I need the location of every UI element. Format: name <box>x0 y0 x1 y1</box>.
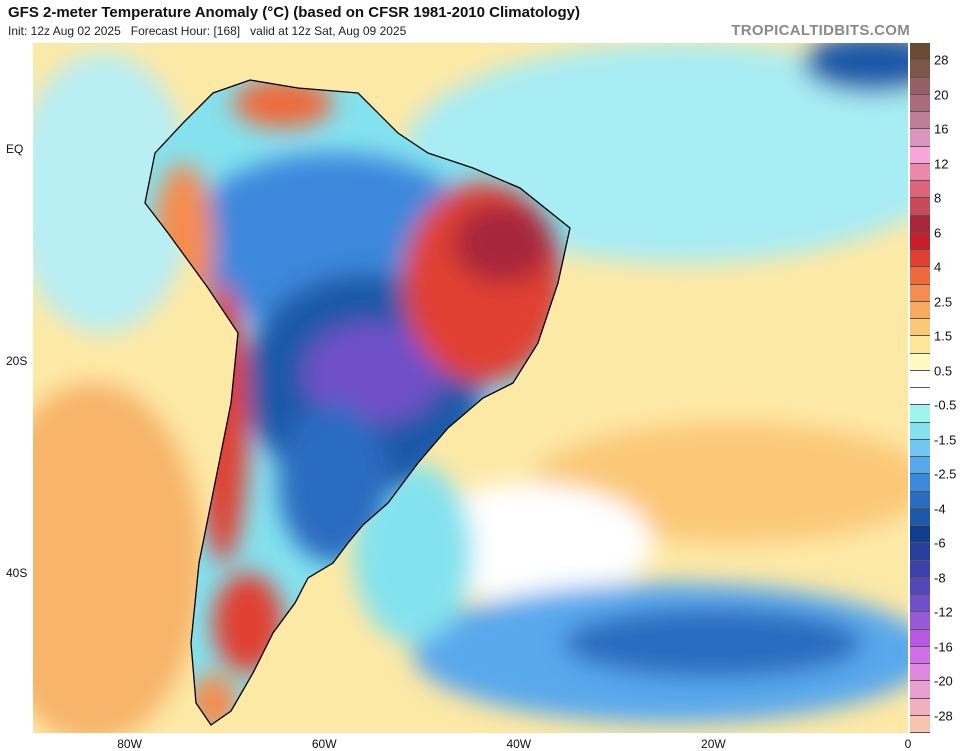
colorbar-label: -4 <box>934 501 946 517</box>
lon-tick-label: 80W <box>117 737 142 751</box>
colorbar-label: 6 <box>934 225 942 241</box>
lon-tick-label: 0 <box>904 737 912 751</box>
colorbar-swatch <box>910 215 930 233</box>
colorbar-label: 8 <box>934 190 942 206</box>
ocean-anomaly-field <box>33 43 908 733</box>
colorbar-swatch <box>910 77 930 95</box>
colorbar-swatch <box>910 43 930 61</box>
lon-tick-label: 40W <box>506 737 532 751</box>
colorbar-swatch <box>910 284 930 302</box>
colorbar-swatch <box>910 646 930 664</box>
colorbar-swatch <box>910 60 930 78</box>
watermark: TROPICALTIDBITS.COM <box>731 22 910 39</box>
colorbar-label: 16 <box>934 121 949 137</box>
colorbar-swatch <box>910 146 930 164</box>
map-title: GFS 2-meter Temperature Anomaly (°C) (ba… <box>8 4 580 21</box>
colorbar <box>910 43 930 733</box>
lat-tick-label: EQ <box>6 142 24 156</box>
colorbar-label: 20 <box>934 87 949 103</box>
colorbar-label: 1.5 <box>934 328 953 344</box>
colorbar-label: -8 <box>934 570 946 586</box>
colorbar-swatch <box>910 319 930 337</box>
colorbar-label: 4 <box>934 259 942 275</box>
colorbar-swatch <box>910 405 930 423</box>
colorbar-swatch <box>910 163 930 181</box>
colorbar-swatch <box>910 232 930 250</box>
colorbar-swatch <box>910 353 930 371</box>
colorbar-label: 28 <box>934 52 949 68</box>
colorbar-swatch <box>910 336 930 354</box>
colorbar-swatch <box>910 491 930 509</box>
colorbar-swatch <box>910 664 930 682</box>
colorbar-label: -0.5 <box>934 397 957 413</box>
colorbar-swatch <box>910 715 930 733</box>
lon-tick-label: 60W <box>311 737 337 751</box>
colorbar-swatch <box>910 457 930 475</box>
colorbar-label: -28 <box>934 708 953 724</box>
colorbar-label: -1.5 <box>934 432 957 448</box>
colorbar-label: -6 <box>934 535 946 551</box>
colorbar-swatch <box>910 129 930 147</box>
colorbar-swatch <box>910 439 930 457</box>
colorbar-swatch <box>910 250 930 268</box>
colorbar-swatch <box>910 543 930 561</box>
colorbar-swatch <box>910 612 930 630</box>
lat-tick-label: 20S <box>6 354 28 368</box>
colorbar-swatch <box>910 301 930 319</box>
colorbar-label: 12 <box>934 156 949 172</box>
colorbar-swatch <box>910 560 930 578</box>
colorbar-swatch <box>910 422 930 440</box>
map-subtitle: Init: 12z Aug 02 2025 Forecast Hour: [16… <box>8 24 407 38</box>
colorbar-label: 2.5 <box>934 294 953 310</box>
colorbar-swatch <box>910 681 930 699</box>
colorbar-swatch <box>910 508 930 526</box>
colorbar-swatch <box>910 267 930 285</box>
colorbar-swatch <box>910 526 930 544</box>
colorbar-label: -16 <box>934 639 953 655</box>
temperature-anomaly-map <box>33 43 908 733</box>
colorbar-label: 0.5 <box>934 363 953 379</box>
lon-tick-label: 20W <box>701 737 726 751</box>
colorbar-swatch <box>910 112 930 130</box>
lat-tick-label: 40S <box>6 566 28 580</box>
colorbar-label: -2.5 <box>934 466 957 482</box>
colorbar-swatch <box>910 474 930 492</box>
colorbar-label: -12 <box>934 604 953 620</box>
colorbar-swatch <box>910 198 930 216</box>
colorbar-swatch <box>910 577 930 595</box>
colorbar-swatch <box>910 595 930 613</box>
colorbar-swatch <box>910 181 930 199</box>
colorbar-swatch <box>910 388 930 406</box>
colorbar-swatch <box>910 629 930 647</box>
colorbar-swatch <box>910 370 930 388</box>
colorbar-label: -20 <box>934 673 953 689</box>
colorbar-swatch <box>910 94 930 112</box>
colorbar-swatch <box>910 698 930 716</box>
